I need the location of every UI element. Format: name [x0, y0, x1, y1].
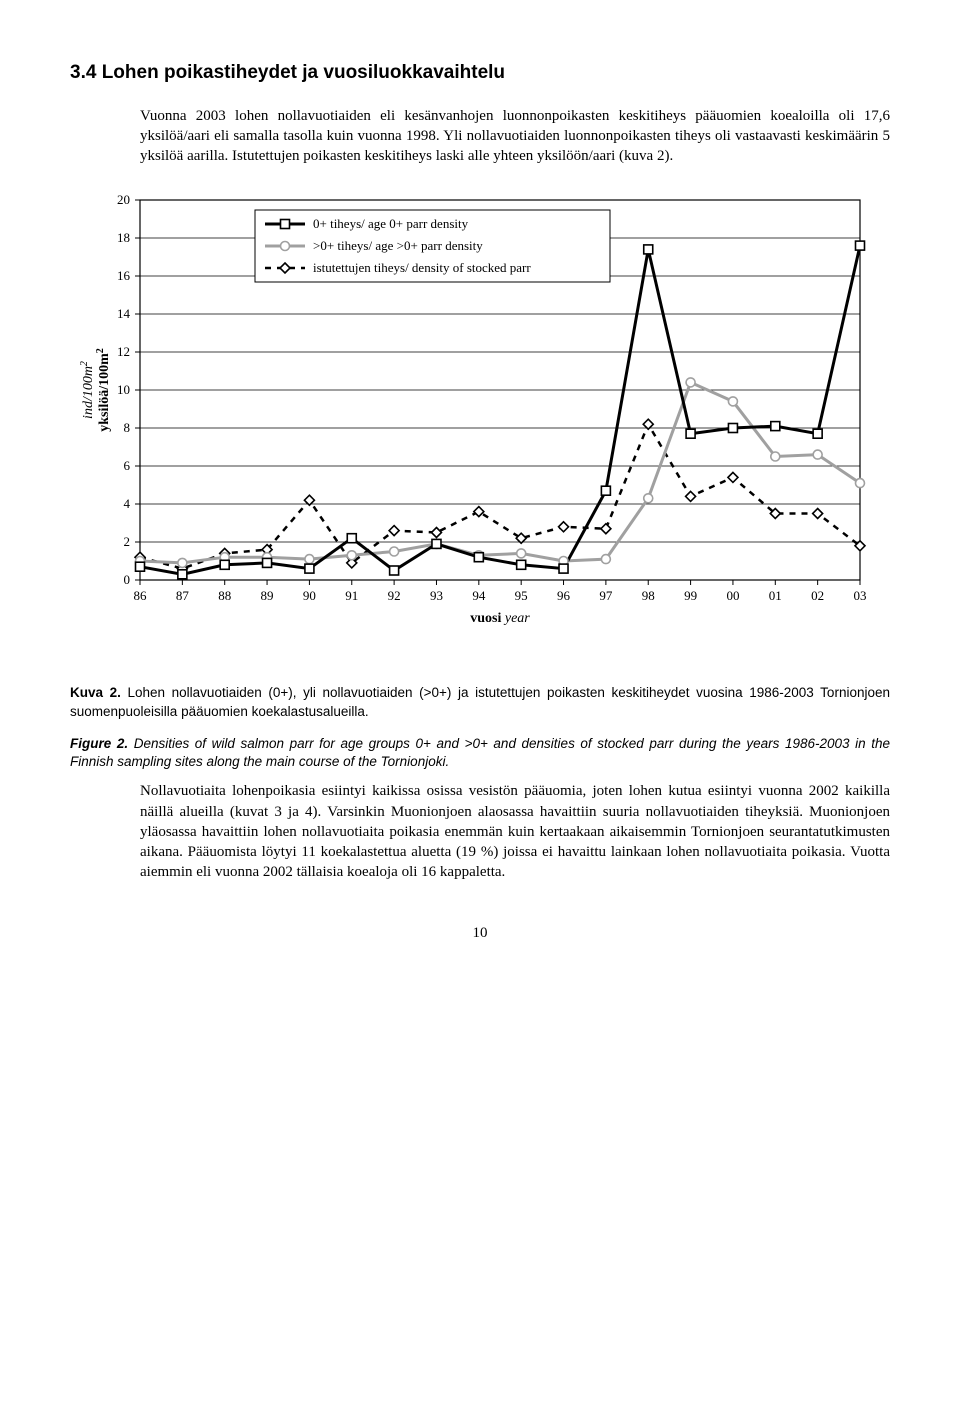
- svg-text:91: 91: [345, 588, 358, 603]
- caption-fi-text: Lohen nollavuotiaiden (0+), yli nollavuo…: [70, 685, 890, 718]
- svg-text:yksilöä/100m2: yksilöä/100m2: [95, 349, 113, 433]
- svg-text:97: 97: [599, 588, 613, 603]
- svg-text:14: 14: [117, 306, 131, 321]
- svg-text:03: 03: [854, 588, 867, 603]
- svg-text:89: 89: [261, 588, 274, 603]
- svg-text:0+ tiheys/ age 0+ parr density: 0+ tiheys/ age 0+ parr density: [313, 216, 469, 231]
- svg-text:00: 00: [726, 588, 739, 603]
- svg-text:92: 92: [388, 588, 401, 603]
- svg-text:02: 02: [811, 588, 824, 603]
- caption-finnish: Kuva 2. Lohen nollavuotiaiden (0+), yli …: [70, 684, 890, 720]
- chart-svg: 0246810121416182086878889909192939495969…: [70, 190, 880, 670]
- svg-text:10: 10: [117, 382, 130, 397]
- svg-text:88: 88: [218, 588, 231, 603]
- svg-text:95: 95: [515, 588, 528, 603]
- svg-text:0: 0: [124, 572, 131, 587]
- svg-text:96: 96: [557, 588, 571, 603]
- svg-text:94: 94: [472, 588, 486, 603]
- chart-figure-2: 0246810121416182086878889909192939495969…: [70, 190, 890, 670]
- svg-text:6: 6: [124, 458, 131, 473]
- svg-text:90: 90: [303, 588, 316, 603]
- caption-en-text: Densities of wild salmon parr for age gr…: [70, 736, 890, 769]
- svg-text:99: 99: [684, 588, 697, 603]
- svg-text:16: 16: [117, 268, 131, 283]
- svg-text:87: 87: [176, 588, 190, 603]
- svg-text:4: 4: [124, 496, 131, 511]
- svg-text:18: 18: [117, 230, 130, 245]
- svg-text:>0+ tiheys/ age >0+ parr densi: >0+ tiheys/ age >0+ parr density: [313, 238, 483, 253]
- svg-text:20: 20: [117, 192, 130, 207]
- svg-text:93: 93: [430, 588, 443, 603]
- svg-text:86: 86: [134, 588, 148, 603]
- svg-text:12: 12: [117, 344, 130, 359]
- caption-fi-label: Kuva 2.: [70, 685, 121, 700]
- svg-text:01: 01: [769, 588, 782, 603]
- svg-text:8: 8: [124, 420, 131, 435]
- svg-text:istutettujen tiheys/ density o: istutettujen tiheys/ density of stocked …: [313, 260, 531, 275]
- paragraph-2: Nollavuotiaita lohenpoikasia esiintyi ka…: [140, 781, 890, 882]
- svg-text:98: 98: [642, 588, 655, 603]
- page-number: 10: [70, 923, 890, 943]
- svg-text:vuosi year: vuosi year: [470, 611, 530, 626]
- svg-text:2: 2: [124, 534, 131, 549]
- paragraph-1: Vuonna 2003 lohen nollavuotiaiden eli ke…: [140, 106, 890, 167]
- svg-text:ind/100m2: ind/100m2: [79, 361, 97, 419]
- caption-en-label: Figure 2.: [70, 736, 128, 751]
- section-heading: 3.4 Lohen poikastiheydet ja vuosiluokkav…: [70, 60, 890, 86]
- caption-english: Figure 2. Densities of wild salmon parr …: [70, 735, 890, 771]
